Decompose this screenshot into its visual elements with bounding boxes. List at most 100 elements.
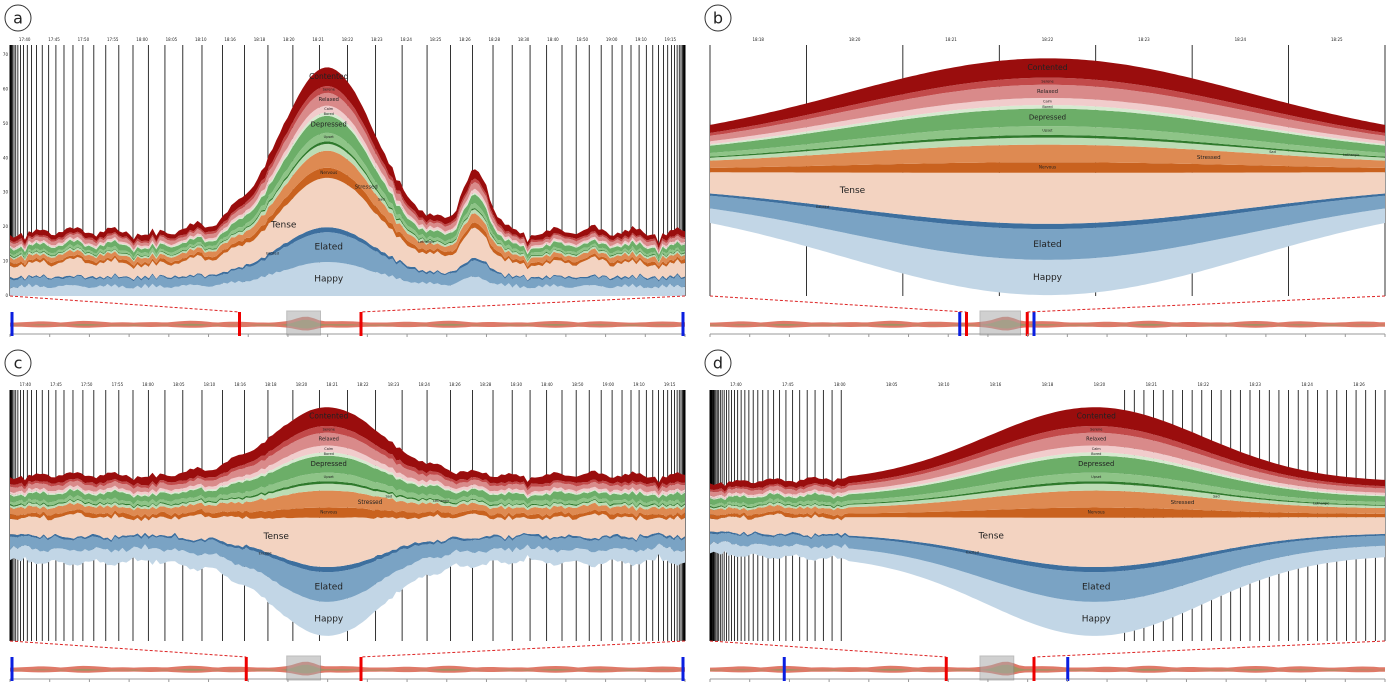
stream-layer — [710, 162, 1385, 173]
time-label: 18:24 — [418, 382, 430, 387]
layer-label: Bored — [324, 452, 334, 456]
stream-layer — [710, 58, 1385, 133]
stream-layer — [10, 426, 685, 492]
zoom-guide — [360, 295, 686, 313]
stream-layer — [710, 208, 1385, 296]
time-label: 19:10 — [635, 37, 647, 42]
y-axis-label: 10 — [3, 259, 9, 264]
time-label: 18:28 — [488, 37, 500, 42]
overview-stream — [710, 661, 1385, 676]
time-label: 18:40 — [541, 382, 553, 387]
layer-label: Tense — [978, 532, 1005, 542]
stream-layer — [710, 472, 1385, 508]
layer-label: Sad — [378, 197, 385, 201]
stream-layer — [10, 532, 685, 573]
layer-label: Serene — [323, 88, 335, 92]
stream-layer — [10, 512, 685, 567]
stream-layer — [710, 455, 1385, 505]
stream-layer — [710, 137, 1385, 161]
layer-label: Happy — [314, 275, 344, 285]
panel: d 17:40 17:45 18:00 18:05 18:10 18:16 18:18 18:2… — [704, 349, 1386, 682]
zoom-guide — [1033, 640, 1386, 658]
time-label: 17:55 — [107, 37, 119, 42]
layer-label: Relaxed — [319, 437, 339, 443]
zoom-guide — [360, 640, 686, 658]
layer-label: Sad — [1269, 150, 1276, 154]
stream-layer — [710, 483, 1385, 511]
layer-label: Lethargic — [1343, 153, 1359, 157]
time-label: 18:16 — [224, 37, 236, 42]
time-label: 18:23 — [388, 382, 400, 387]
time-label: 18:23 — [1138, 37, 1150, 42]
layer-label: Stressed — [1197, 155, 1221, 161]
layer-label: Stressed — [1171, 500, 1195, 506]
layer-label: Calm — [324, 447, 334, 451]
layer-label: Excited — [259, 552, 272, 556]
time-label: 18:20 — [849, 37, 861, 42]
stream-layer — [10, 86, 685, 250]
zoom-guide — [709, 640, 947, 658]
time-label: 18:00 — [136, 37, 148, 42]
time-label: 18:50 — [572, 382, 584, 387]
layer-label: Elated — [315, 243, 343, 253]
panel: a 17:40 17:45 17:50 17:55 18:00 18:05 18:10 18:1… — [3, 4, 686, 337]
layer-label: Excited — [266, 252, 279, 256]
layer-label: Upset — [1091, 475, 1102, 479]
y-axis-label: 0 — [5, 293, 8, 298]
y-axis-label: 30 — [3, 190, 9, 195]
stream-layer — [710, 531, 1385, 573]
layer-label: Stressed — [355, 185, 378, 191]
layer-label: Contented — [309, 412, 348, 421]
layer-label: Elated — [315, 583, 343, 593]
time-label: 18:30 — [510, 382, 522, 387]
layer-label: Upset — [324, 135, 335, 139]
panel-badge — [704, 4, 732, 32]
layer-label: Depressed — [311, 460, 347, 468]
overview-stream-core — [710, 319, 1385, 329]
stream-layer — [10, 455, 685, 505]
layer-label: Depressed — [1078, 460, 1114, 468]
time-label: 18:10 — [938, 382, 950, 387]
time-label: 18:16 — [234, 382, 246, 387]
time-label: 18:18 — [752, 37, 764, 42]
time-label: 18:18 — [265, 382, 277, 387]
zoom-guide — [709, 295, 967, 313]
layer-label: Lethargic — [418, 240, 434, 244]
time-label: 17:40 — [19, 37, 31, 42]
stream-layer — [10, 543, 685, 636]
stream-layer — [710, 541, 1385, 636]
layer-label: Upset — [324, 475, 335, 479]
time-label: 19:10 — [633, 382, 645, 387]
time-label: 18:20 — [1094, 382, 1106, 387]
layer-label: Elated — [1082, 583, 1110, 593]
time-label: 18:24 — [1235, 37, 1247, 42]
time-label: 18:21 — [326, 382, 338, 387]
time-label: 18:40 — [547, 37, 559, 42]
panel-badge — [4, 349, 32, 377]
stream-layer — [710, 513, 1385, 567]
layer-label: Tense — [263, 532, 290, 542]
stream-layer — [10, 407, 685, 489]
layer-label: Nervous — [1039, 164, 1056, 169]
time-label: 18:26 — [459, 37, 471, 42]
time-label: 17:40 — [730, 382, 742, 387]
layer-label: Tense — [270, 221, 297, 231]
layer-label: Bored — [1091, 452, 1101, 456]
time-label: 18:05 — [166, 37, 178, 42]
layer-label: Elated — [1033, 240, 1061, 250]
overview-stream-core — [10, 319, 685, 329]
layer-label: Contented — [1077, 412, 1116, 421]
y-axis-label: 70 — [3, 52, 9, 57]
overview-stream — [10, 661, 685, 676]
layer-label: Nervous — [320, 170, 337, 175]
y-axis-label: 50 — [3, 121, 9, 126]
layer-label: Calm — [1092, 447, 1102, 451]
stream-layer — [10, 227, 685, 282]
stream-layer — [10, 67, 685, 248]
time-label: 19:15 — [665, 37, 677, 42]
layer-label: Depressed — [311, 120, 347, 128]
layer-label: Depressed — [1029, 113, 1066, 121]
time-label: 17:45 — [50, 382, 62, 387]
y-axis-label: 60 — [3, 86, 9, 91]
